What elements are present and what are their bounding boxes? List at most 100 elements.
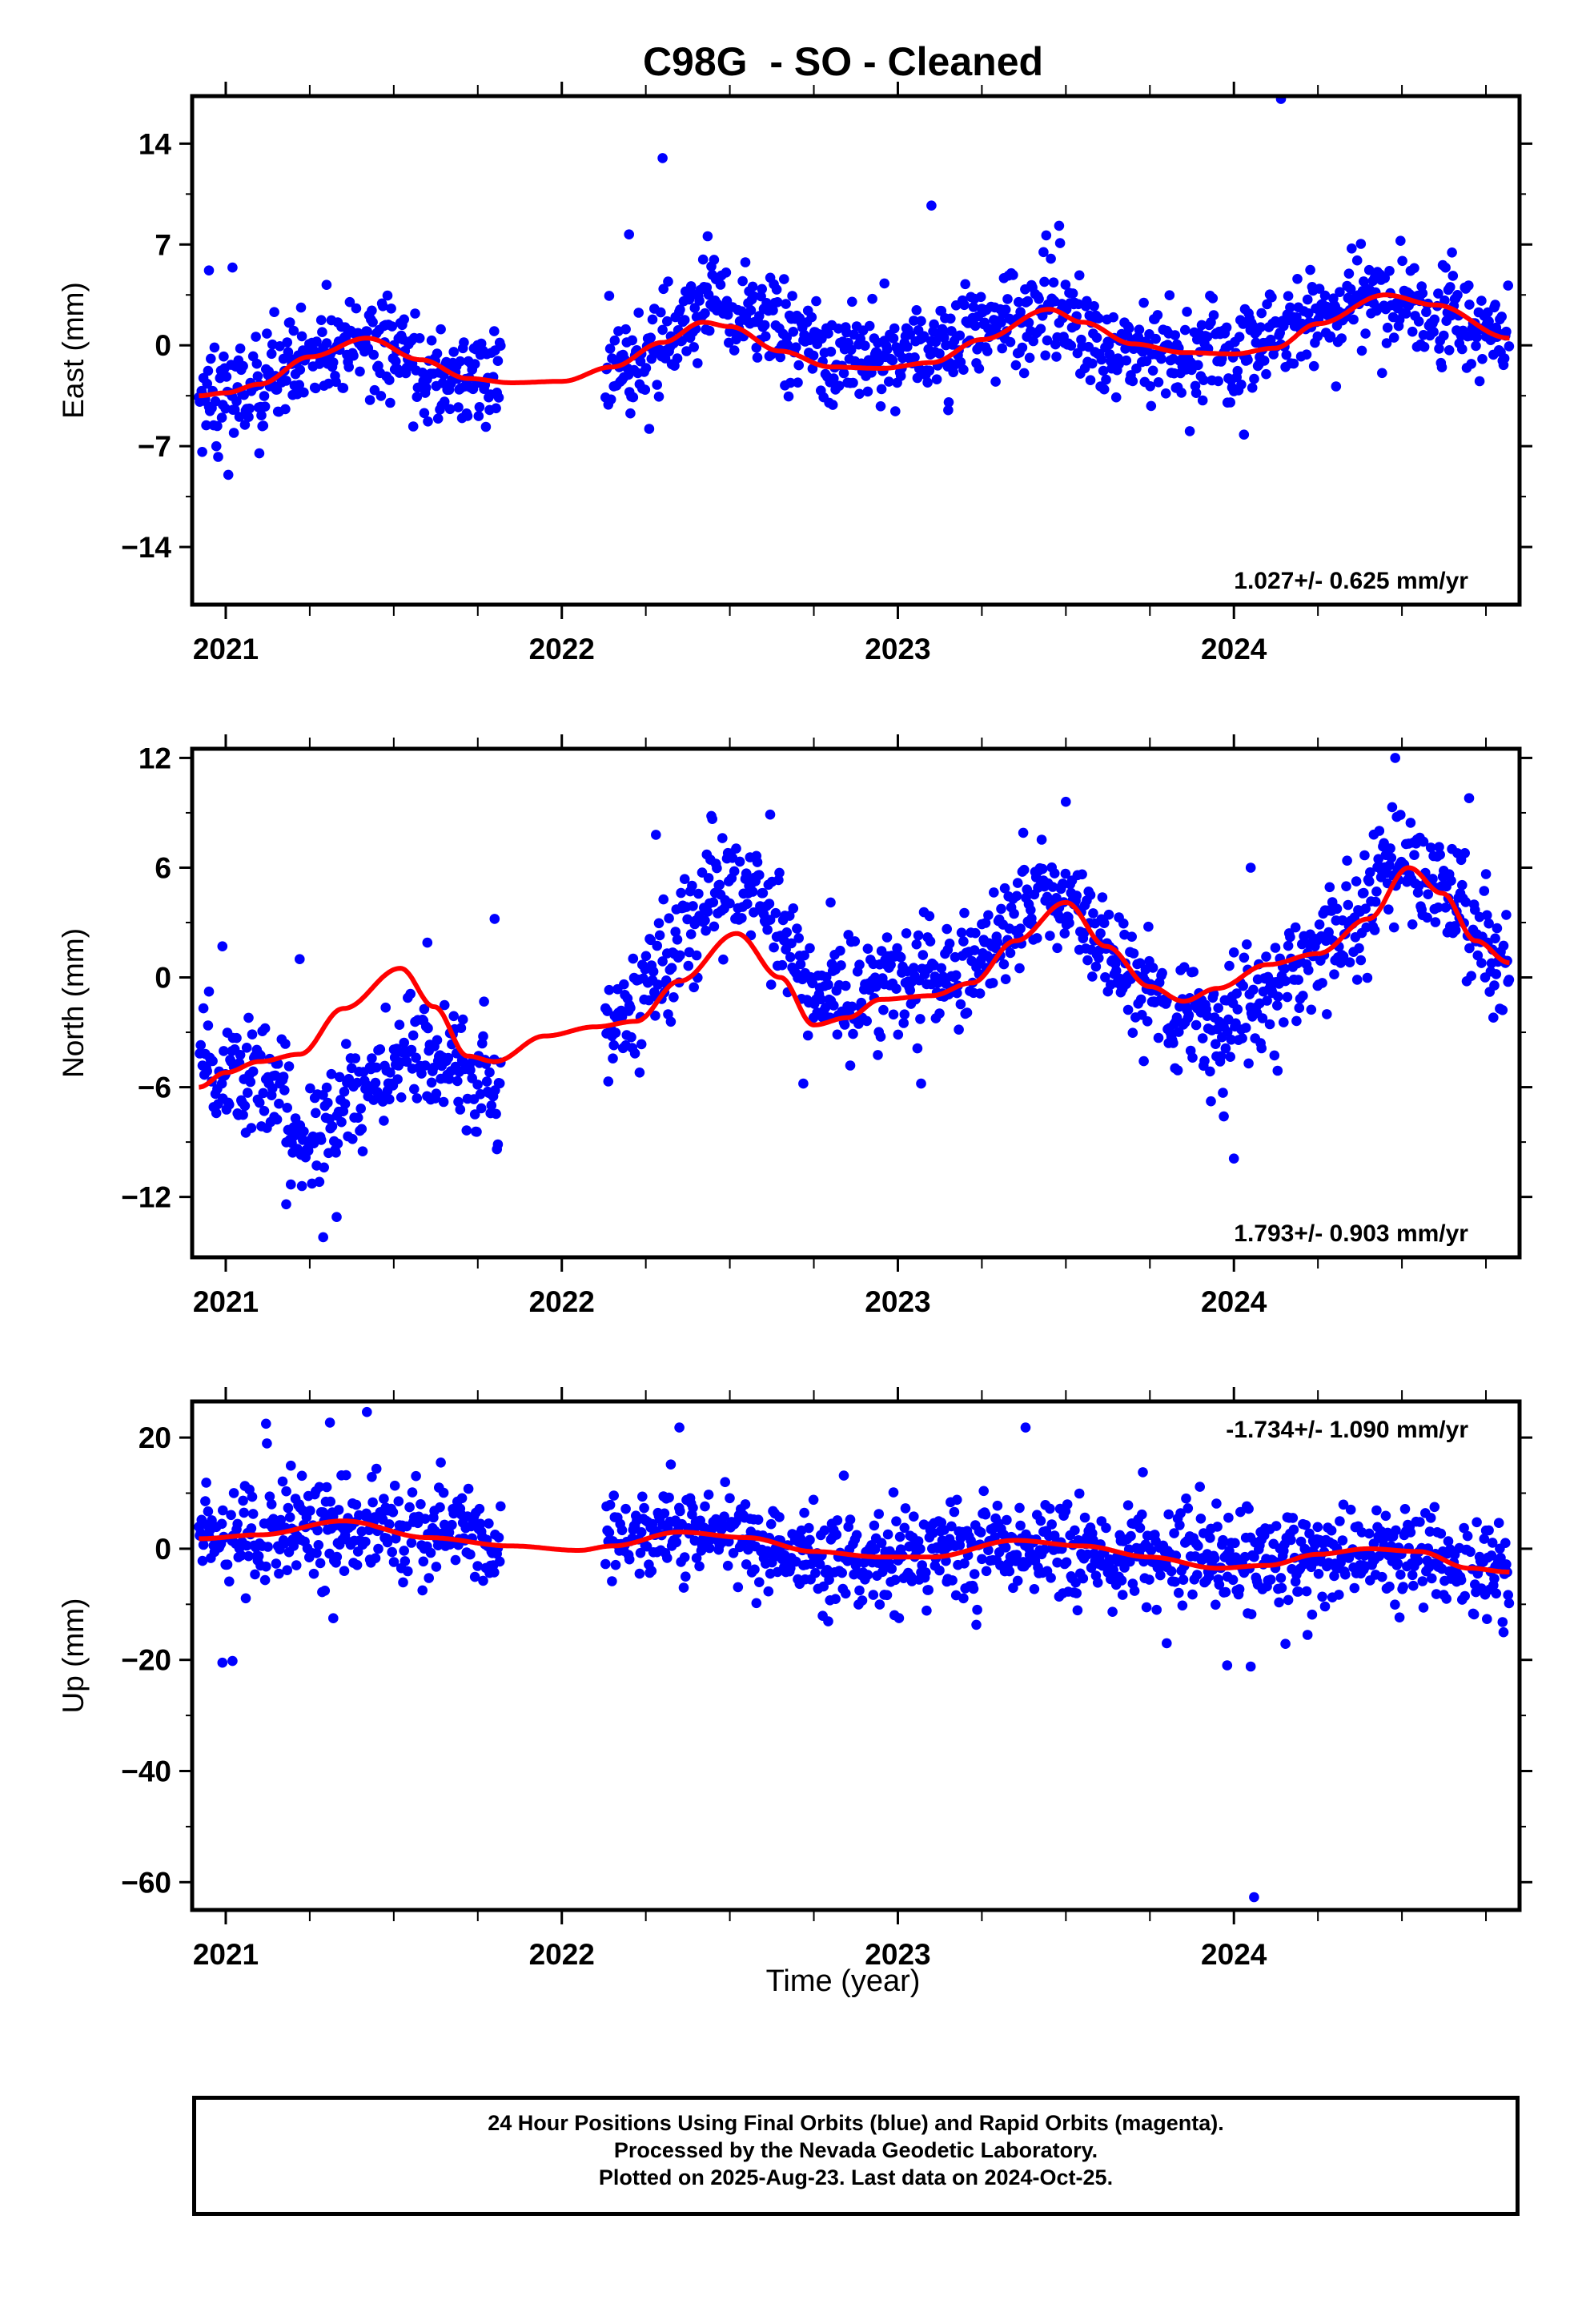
north-data-point (821, 971, 832, 983)
up-data-point (1498, 1626, 1509, 1638)
north-data-point (1052, 943, 1062, 954)
east-data-point (1501, 326, 1512, 337)
up-data-point (1334, 1590, 1344, 1600)
up-data-point (1271, 1521, 1282, 1531)
up-data-point (404, 1502, 415, 1513)
north-data-point (1407, 919, 1418, 930)
north-data-point (816, 994, 826, 1005)
up-data-point (1286, 1534, 1296, 1546)
north-data-point (785, 951, 796, 963)
up-data-point (1231, 1552, 1241, 1562)
north-data-point (1427, 874, 1438, 884)
east-data-point (702, 231, 713, 242)
east-y-tick-label: 0 (155, 329, 171, 362)
up-data-point (247, 1491, 258, 1502)
up-data-point (1220, 1586, 1231, 1598)
east-data-point (1434, 344, 1444, 354)
up-data-point (275, 1514, 287, 1526)
east-data-point (1180, 324, 1191, 336)
east-data-point (640, 363, 652, 373)
east-data-point (296, 331, 307, 342)
north-data-point (443, 1052, 454, 1063)
north-data-point (1374, 826, 1385, 836)
east-data-point (931, 374, 942, 385)
east-data-point (489, 326, 500, 336)
up-data-point (216, 1518, 227, 1530)
up-data-point (1144, 1574, 1154, 1585)
up-data-point (1062, 1499, 1073, 1510)
up-data-point (975, 1527, 986, 1538)
north-data-point (1418, 836, 1429, 847)
up-data-point (261, 1561, 271, 1572)
up-data-point (814, 1559, 825, 1570)
up-data-point (1046, 1519, 1057, 1530)
north-data-point (239, 1100, 251, 1112)
up-data-point (389, 1480, 400, 1491)
east-data-point (1101, 374, 1111, 385)
up-data-point (399, 1546, 410, 1556)
east-data-point (474, 402, 485, 412)
caption-line: 24 Hour Positions Using Final Orbits (bl… (488, 2111, 1224, 2135)
east-outlier-point (1054, 220, 1065, 231)
up-data-point (308, 1568, 319, 1579)
up-data-point (1079, 1512, 1090, 1523)
east-data-point (235, 343, 246, 354)
up-data-point (1371, 1505, 1382, 1516)
up-data-point (339, 1566, 350, 1576)
up-data-point (1390, 1599, 1400, 1610)
north-data-point (1457, 879, 1468, 891)
up-data-point (1319, 1601, 1331, 1612)
up-data-point (241, 1540, 252, 1551)
east-data-point (459, 337, 469, 348)
up-data-point (420, 1514, 431, 1524)
north-data-point (455, 1104, 466, 1115)
north-data-point (1370, 896, 1381, 907)
north-data-point (672, 935, 683, 945)
north-data-point (1018, 864, 1030, 875)
north-data-point (259, 1106, 270, 1116)
north-data-point (254, 1097, 265, 1108)
up-data-point (398, 1577, 408, 1588)
north-data-point (331, 1148, 341, 1158)
east-data-point (436, 324, 446, 335)
north-data-point (683, 960, 694, 971)
east-data-point (1054, 238, 1066, 248)
east-data-point (1308, 360, 1319, 372)
up-data-point (891, 1516, 901, 1526)
up-data-point (694, 1561, 705, 1572)
north-data-point (243, 1012, 254, 1023)
east-data-point (1096, 354, 1107, 365)
north-data-point (1205, 1066, 1215, 1077)
east-data-point (212, 420, 223, 432)
north-data-point (452, 1076, 463, 1087)
east-data-point (1363, 264, 1375, 275)
east-data-point (1035, 324, 1046, 335)
east-data-point (384, 375, 395, 385)
up-data-point (1468, 1609, 1480, 1620)
up-data-point (819, 1525, 830, 1536)
up-data-point (1174, 1520, 1185, 1530)
east-data-point (924, 365, 935, 376)
east-data-point (259, 401, 271, 412)
up-data-point (947, 1575, 958, 1586)
east-data-point (1022, 296, 1034, 307)
north-data-point (998, 959, 1010, 970)
up-data-point (435, 1502, 445, 1513)
east-data-point (1193, 360, 1203, 371)
east-data-point (1156, 353, 1166, 364)
east-data-point (721, 267, 732, 278)
up-data-point (824, 1574, 834, 1585)
east-data-point (729, 345, 740, 356)
north-data-point (712, 862, 722, 874)
north-data-point (1171, 1012, 1182, 1023)
north-data-point (769, 942, 779, 953)
up-data-point (367, 1472, 377, 1482)
east-data-point (1388, 332, 1399, 343)
up-data-point (946, 1521, 957, 1532)
east-data-point (808, 350, 819, 361)
up-data-point (639, 1502, 649, 1514)
north-data-point (1466, 971, 1476, 981)
north-data-point (675, 950, 685, 961)
north-data-point (648, 966, 659, 977)
up-data-point (1493, 1518, 1504, 1528)
